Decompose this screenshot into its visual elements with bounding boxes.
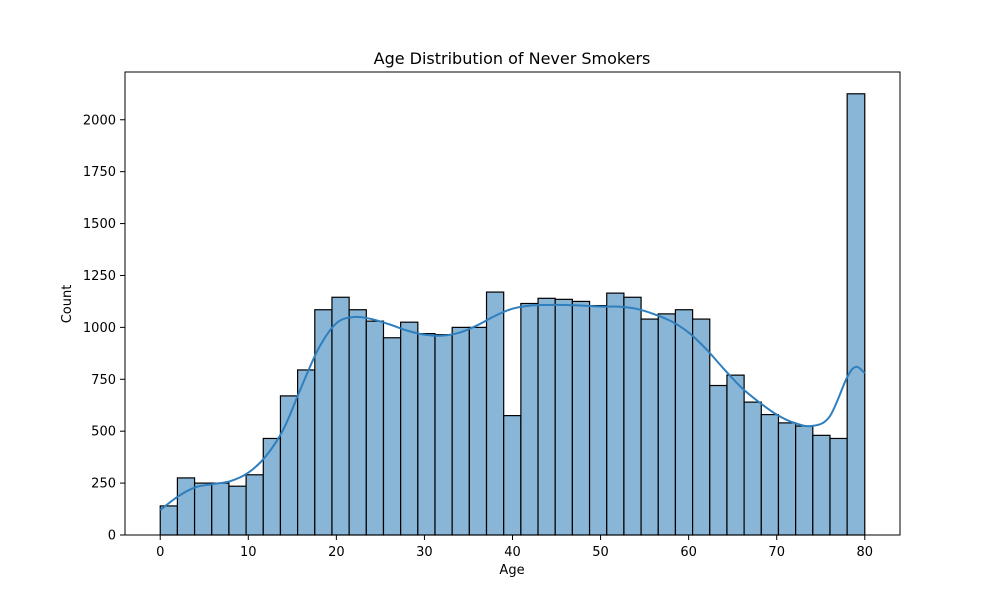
histogram-bar bbox=[314, 309, 333, 536]
histogram-bar bbox=[485, 291, 505, 536]
histogram-bar bbox=[365, 320, 385, 536]
histogram-bar bbox=[262, 437, 282, 536]
x-tick-label: 80 bbox=[856, 545, 873, 560]
histogram-bar bbox=[297, 369, 316, 536]
histogram-bar bbox=[812, 434, 831, 536]
y-tick-label: 2000 bbox=[83, 113, 116, 128]
histogram-bar bbox=[571, 300, 591, 536]
histogram-bar bbox=[829, 437, 848, 536]
histogram-bar bbox=[795, 425, 814, 536]
histogram-bar bbox=[709, 384, 728, 536]
histogram-bar bbox=[503, 415, 522, 536]
x-axis-label: Age bbox=[499, 563, 524, 578]
histogram-bar bbox=[743, 401, 762, 536]
x-tick-label: 50 bbox=[592, 545, 609, 560]
histogram-bar bbox=[760, 413, 780, 536]
y-tick-label: 0 bbox=[108, 529, 116, 544]
bars-group bbox=[159, 93, 866, 536]
histogram-bar bbox=[606, 292, 625, 536]
histogram-bar bbox=[417, 333, 436, 536]
histogram-bar bbox=[348, 309, 367, 536]
histogram-bar bbox=[726, 374, 745, 536]
histogram-bar bbox=[588, 304, 608, 536]
x-tick-label: 10 bbox=[240, 545, 257, 560]
histogram-bar bbox=[554, 298, 573, 536]
x-tick-label: 60 bbox=[680, 545, 697, 560]
histogram-bar bbox=[228, 485, 247, 536]
x-axis-ticks: 0 10 20 30 40 50 60 70 80 bbox=[156, 535, 873, 560]
chart-title: Age Distribution of Never Smokers bbox=[374, 49, 651, 68]
x-tick-label: 40 bbox=[504, 545, 521, 560]
histogram-bar bbox=[520, 302, 539, 536]
histogram-bar bbox=[434, 334, 453, 536]
histogram-bar bbox=[623, 296, 642, 536]
histogram-bar bbox=[657, 313, 677, 536]
y-axis-ticks: 0 250 500 750 1000 1250 1500 1750 2000 bbox=[83, 113, 125, 544]
y-tick-label: 1250 bbox=[83, 269, 116, 284]
x-tick-label: 0 bbox=[156, 545, 164, 560]
histogram-bar bbox=[777, 422, 797, 536]
histogram-bar bbox=[193, 482, 213, 536]
y-axis-label: Count bbox=[60, 285, 75, 324]
histogram-bar bbox=[245, 474, 264, 536]
histogram-bar bbox=[846, 93, 866, 536]
y-tick-label: 1000 bbox=[83, 321, 116, 336]
histogram-bar bbox=[640, 318, 659, 536]
histogram-bar bbox=[331, 296, 350, 536]
histogram-bar bbox=[451, 326, 470, 536]
x-tick-label: 30 bbox=[416, 545, 433, 560]
y-tick-label: 1750 bbox=[83, 165, 116, 180]
kde-line bbox=[159, 303, 866, 511]
histogram-bar bbox=[674, 309, 694, 536]
histogram-bar bbox=[400, 321, 419, 536]
y-tick-label: 750 bbox=[91, 373, 116, 388]
y-tick-label: 500 bbox=[91, 425, 116, 440]
x-tick-label: 70 bbox=[768, 545, 785, 560]
histogram-bar bbox=[468, 326, 488, 536]
histogram-bar bbox=[382, 337, 402, 536]
y-tick-label: 1500 bbox=[83, 217, 116, 232]
histogram-bar bbox=[537, 297, 556, 536]
y-tick-label: 250 bbox=[91, 477, 116, 492]
histogram-bar bbox=[159, 505, 179, 536]
x-tick-label: 20 bbox=[328, 545, 345, 560]
histogram-bar bbox=[176, 477, 196, 536]
histogram-bar bbox=[211, 482, 230, 536]
